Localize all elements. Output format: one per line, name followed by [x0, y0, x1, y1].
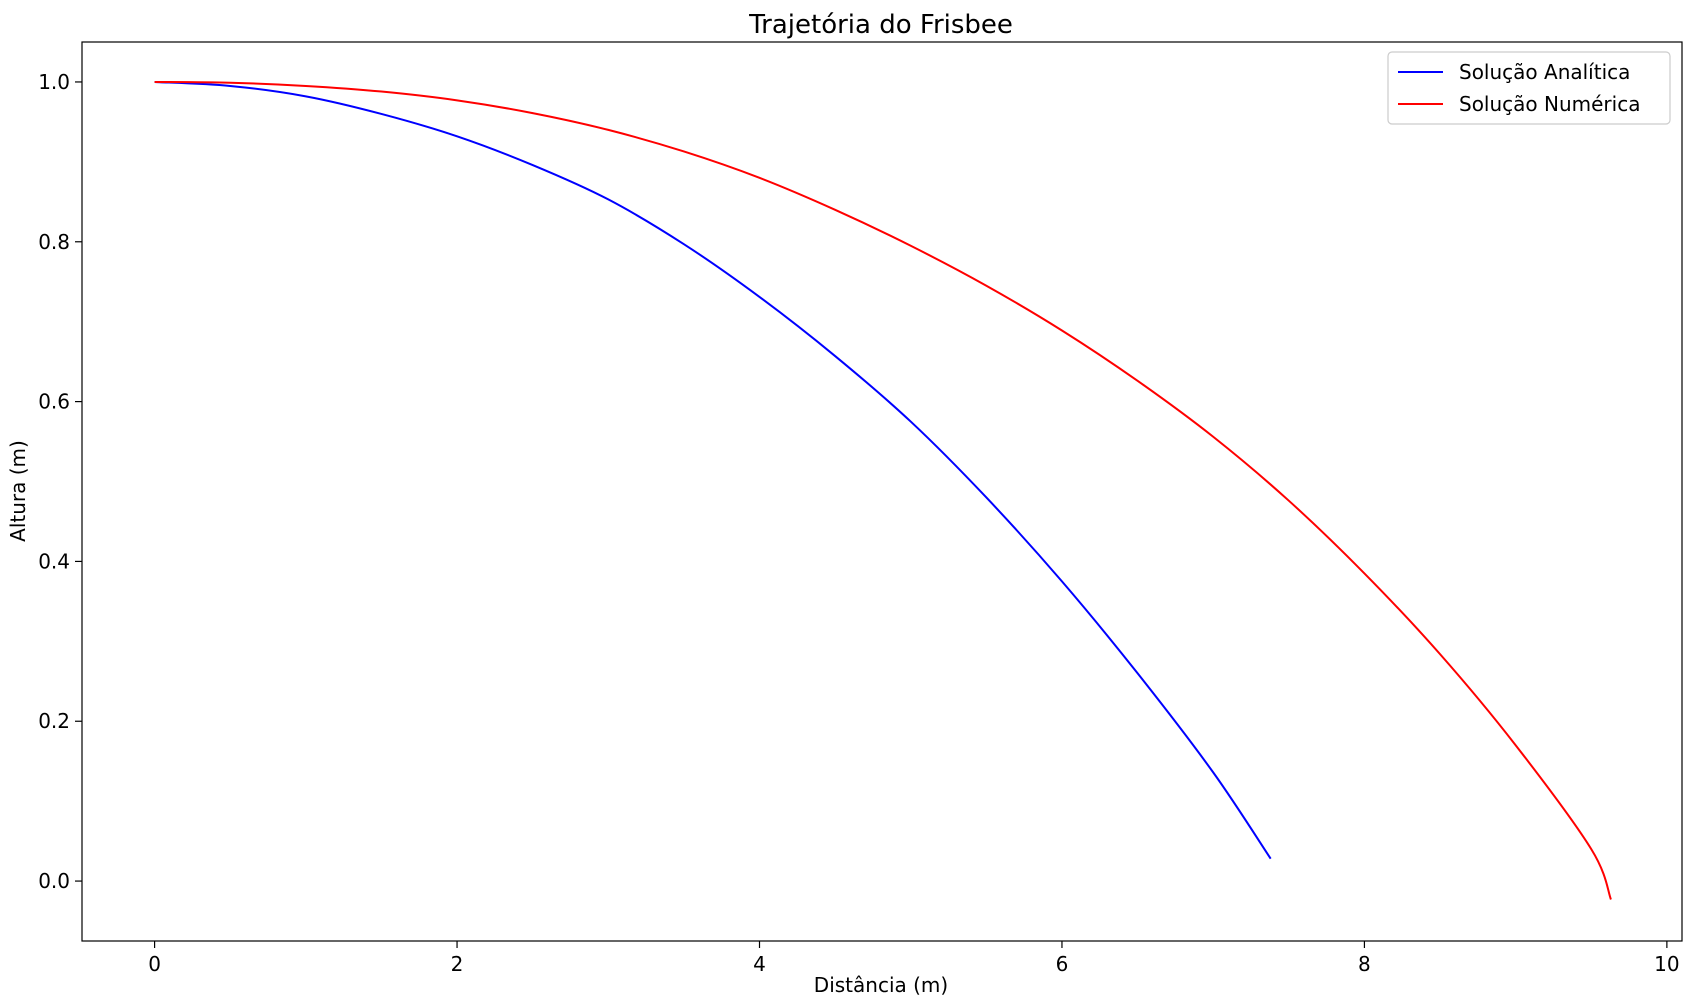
- y-tick-label: 0.6: [38, 390, 70, 414]
- y-axis-ticks: 0.0 0.2 0.4 0.6 0.8 1.0: [38, 70, 82, 893]
- legend-label-analitica: Solução Analítica: [1459, 60, 1630, 84]
- x-axis-ticks: 0 2 4 6 8 10: [148, 941, 1680, 976]
- plot-lines: [154, 80, 1612, 900]
- y-tick-label: 0.0: [38, 869, 70, 893]
- y-tick-label: 0.8: [38, 230, 70, 254]
- series-line-numerica: [154, 80, 1612, 900]
- x-tick-label: 2: [451, 952, 464, 976]
- series-line-analitica: [154, 80, 1272, 860]
- x-tick-label: 4: [753, 952, 766, 976]
- plot-frame: [81, 41, 1683, 942]
- x-tick-label: 8: [1358, 952, 1371, 976]
- x-tick-label: 6: [1056, 952, 1069, 976]
- y-tick-label: 1.0: [38, 70, 70, 94]
- legend-box: [1387, 51, 1671, 125]
- y-axis-label: Altura (m): [6, 440, 30, 542]
- y-tick-label: 0.4: [38, 549, 70, 573]
- x-tick-label: 0: [148, 952, 161, 976]
- legend: Solução Analítica Solução Numérica: [1387, 51, 1671, 125]
- chart-title: Trajetória do Frisbee: [748, 10, 1013, 40]
- y-tick-label: 0.2: [38, 709, 70, 733]
- x-axis-label: Distância (m): [814, 973, 948, 997]
- x-tick-label: 10: [1654, 952, 1679, 976]
- legend-label-numerica: Solução Numérica: [1459, 92, 1640, 116]
